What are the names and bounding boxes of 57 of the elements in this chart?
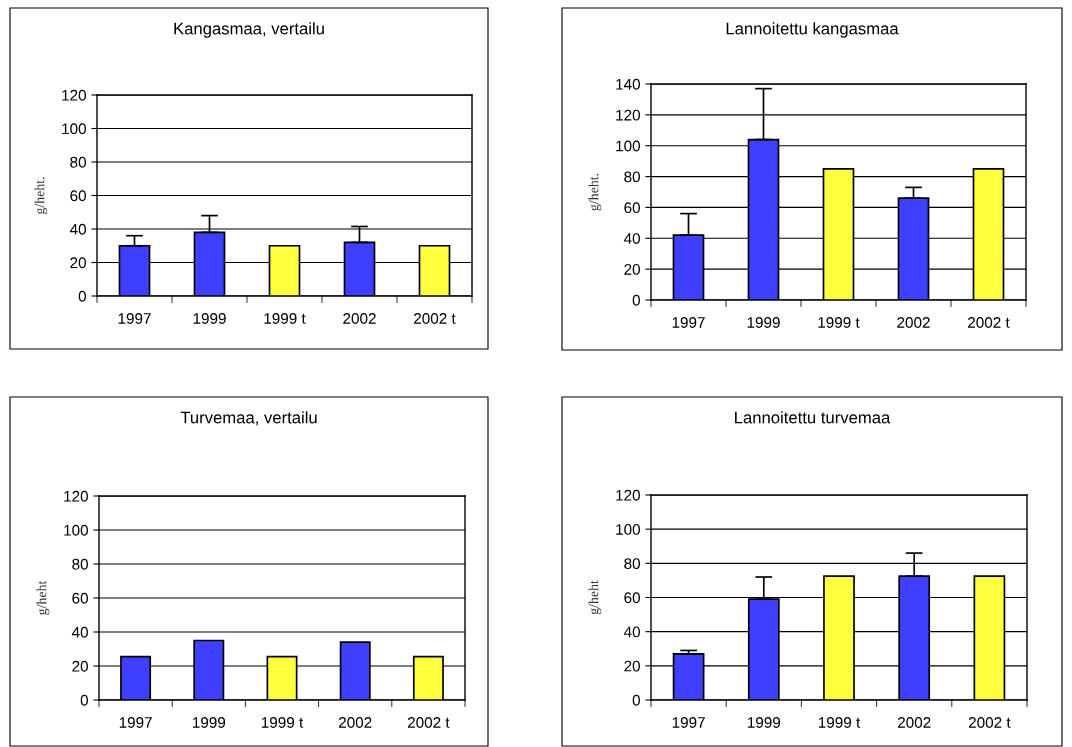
y-tick-label: 120 [62, 89, 86, 101]
x-tick-label: 1999 [747, 717, 781, 728]
y-tick-label: 0 [632, 294, 640, 306]
x-tick-label: 1999 [193, 313, 226, 324]
x-tick-label: 2002 t [968, 317, 1010, 328]
y-tick-label: 20 [624, 264, 640, 275]
y-tick-label: 60 [624, 202, 640, 214]
y-tick-label: 0 [80, 694, 88, 706]
x-tick-label: 2002 [897, 317, 930, 328]
y-tick-label: 80 [72, 558, 88, 570]
y-tick-label: 20 [70, 257, 86, 269]
y-axis-title: g/heht [36, 580, 50, 615]
y-tick-label: 0 [78, 290, 86, 302]
x-tick-label: 2002 [343, 313, 376, 324]
chart-title: Lannoitettu turvemaa [735, 411, 891, 424]
y-tick-label: 60 [72, 592, 88, 604]
x-tick-label: 1999 t [818, 717, 861, 728]
y-tick-label: 60 [624, 592, 640, 604]
y-tick-label: 40 [623, 626, 640, 638]
y-tick-label: 40 [71, 626, 88, 638]
x-tick-label: 1997 [119, 717, 152, 728]
chart-title: Lannoitettu kangasmaa [726, 22, 899, 38]
y-tick-label: 120 [616, 489, 640, 501]
x-tick-label: 1999 t [261, 717, 304, 728]
x-tick-label: 2002 t [968, 717, 1011, 728]
y-tick-label: 120 [64, 490, 88, 502]
x-tick-label: 1999 t [264, 313, 306, 324]
y-axis-title: g/heht. [34, 177, 48, 214]
y-tick-label: 20 [72, 660, 88, 672]
y-axis-title: g/heht. [588, 173, 602, 211]
x-tick-label: 1999 [747, 317, 780, 328]
y-tick-label: 80 [624, 171, 640, 183]
y-tick-label: 80 [624, 558, 640, 570]
x-tick-label: 2002 [338, 717, 372, 728]
y-tick-label: 140 [616, 78, 640, 90]
x-tick-label: 2002 [897, 717, 931, 728]
chart-title: Kangasmaa, vertailu [174, 22, 324, 38]
y-tick-label: 80 [70, 156, 86, 168]
x-tick-label: 1999 t [818, 317, 860, 328]
y-tick-label: 120 [616, 109, 640, 121]
x-tick-label: 2002 t [407, 717, 450, 728]
y-tick-label: 40 [623, 233, 640, 244]
x-tick-label: 1997 [118, 313, 151, 324]
x-tick-label: 1997 [672, 717, 705, 728]
x-tick-label: 1999 [192, 717, 226, 728]
y-tick-label: 100 [616, 140, 640, 152]
y-tick-label: 100 [616, 524, 640, 535]
x-tick-label: 2002 t [414, 313, 456, 324]
y-tick-label: 60 [70, 190, 86, 202]
chart-title: Turvemaa, vertailu [180, 411, 317, 426]
y-tick-label: 100 [62, 123, 86, 135]
y-tick-label: 40 [69, 223, 86, 235]
y-tick-label: 0 [632, 694, 640, 706]
y-axis-title: g/heht [588, 580, 602, 615]
x-tick-label: 1997 [672, 317, 705, 328]
y-tick-label: 100 [64, 524, 88, 536]
y-tick-label: 20 [624, 660, 640, 672]
